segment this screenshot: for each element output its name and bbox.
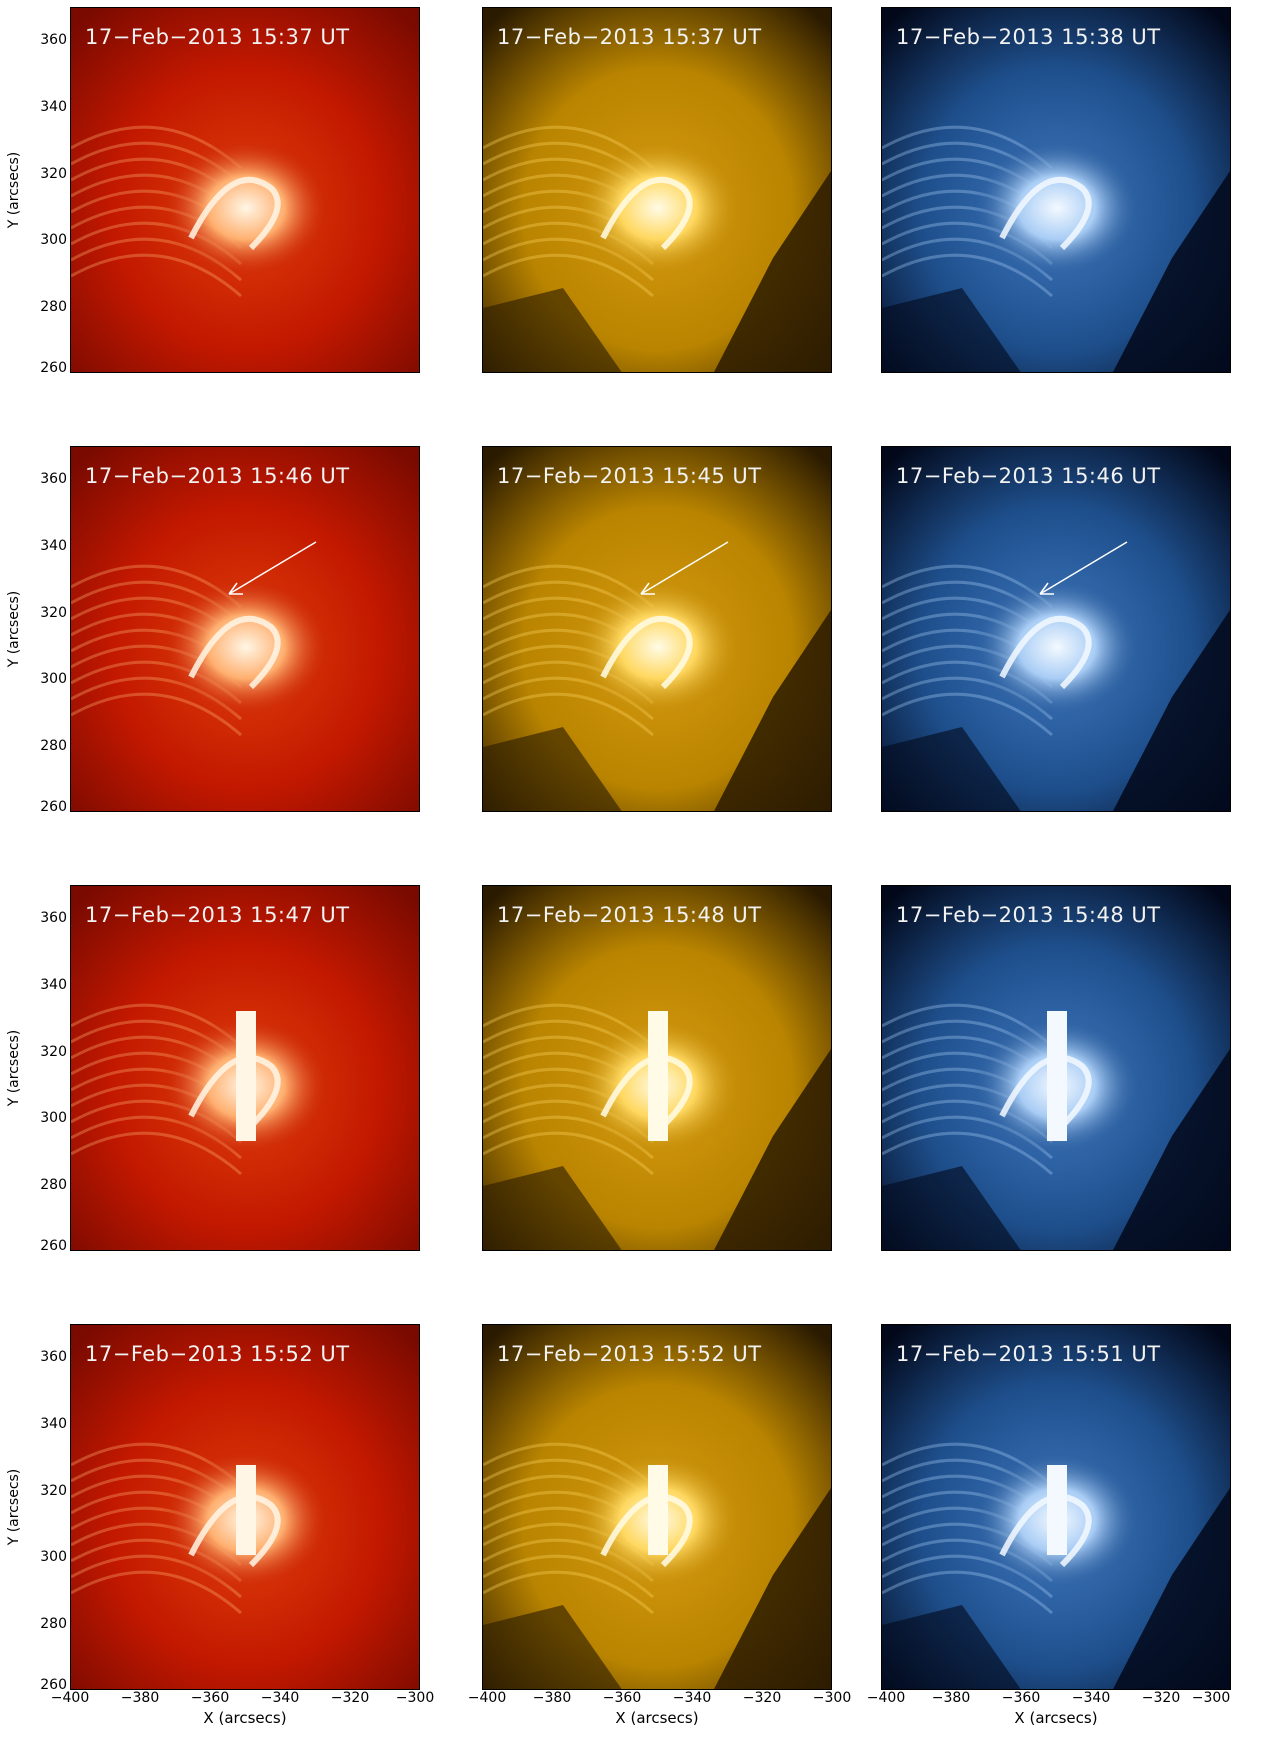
x-tick: −380 — [931, 1690, 971, 1706]
image-panel: 17−Feb−2013 15:37 UT — [70, 7, 420, 373]
y-tick: 340 — [40, 99, 67, 115]
solar-image — [882, 447, 1230, 811]
x-axis-col-3: −400 −380 −360 −340 −320 −300 X (arcsecs… — [867, 1690, 1231, 1737]
y-axis-row-4: 360 340 320 300 280 260 Y (arcsecs) — [0, 1324, 70, 1693]
x-axis-col-1: −400 −380 −360 −340 −320 −300 X (arcsecs… — [51, 1690, 434, 1737]
solar-image — [71, 8, 419, 372]
image-panel: 17−Feb−2013 15:48 UT — [881, 885, 1231, 1251]
timestamp-label: 17−Feb−2013 15:48 UT — [896, 903, 1161, 927]
y-tick: 280 — [40, 299, 67, 315]
solar-image — [71, 447, 419, 811]
y-tick: 280 — [40, 1177, 67, 1193]
image-panel: 17−Feb−2013 15:52 UT — [482, 1324, 832, 1690]
solar-image — [882, 1325, 1230, 1689]
image-panel: 17−Feb−2013 15:46 UT — [70, 446, 420, 812]
x-tick: −380 — [532, 1690, 572, 1706]
solar-image — [882, 886, 1230, 1250]
x-tick: −400 — [50, 1690, 90, 1706]
timestamp-label: 17−Feb−2013 15:51 UT — [896, 1342, 1161, 1366]
x-axis-label: X (arcsecs) — [203, 1709, 287, 1727]
image-panel: 17−Feb−2013 15:46 UT — [881, 446, 1231, 812]
y-tick: 360 — [40, 1349, 67, 1365]
y-tick: 300 — [40, 1110, 67, 1126]
image-panel: 17−Feb−2013 15:37 UT — [482, 7, 832, 373]
x-tick: −320 — [330, 1690, 370, 1706]
y-tick: 340 — [40, 1416, 67, 1432]
x-tick: −380 — [120, 1690, 160, 1706]
image-panel: 17−Feb−2013 15:38 UT — [881, 7, 1231, 373]
image-panel: 17−Feb−2013 15:45 UT — [482, 446, 832, 812]
timestamp-label: 17−Feb−2013 15:47 UT — [85, 903, 350, 927]
y-tick: 300 — [40, 671, 67, 687]
y-tick: 320 — [40, 166, 67, 182]
solar-image — [483, 8, 831, 372]
y-tick: 260 — [40, 1238, 67, 1254]
solar-image — [483, 447, 831, 811]
solar-image — [483, 1325, 831, 1689]
solar-image — [483, 886, 831, 1250]
image-panel: 17−Feb−2013 15:48 UT — [482, 885, 832, 1251]
y-tick: 320 — [40, 1483, 67, 1499]
timestamp-label: 17−Feb−2013 15:46 UT — [85, 464, 350, 488]
image-panel: 17−Feb−2013 15:51 UT — [881, 1324, 1231, 1690]
x-tick: −300 — [395, 1690, 435, 1706]
y-axis-row-2: 360 340 320 300 280 260 Y (arcsecs) — [0, 446, 70, 815]
solar-image — [71, 886, 419, 1250]
y-tick: 300 — [40, 1549, 67, 1565]
x-tick: −400 — [866, 1690, 906, 1706]
timestamp-label: 17−Feb−2013 15:37 UT — [85, 25, 350, 49]
y-axis-label: Y (arcsecs) — [6, 1468, 22, 1546]
timestamp-label: 17−Feb−2013 15:52 UT — [85, 1342, 350, 1366]
image-panel: 17−Feb−2013 15:52 UT — [70, 1324, 420, 1690]
y-tick: 360 — [40, 471, 67, 487]
x-tick: −320 — [742, 1690, 782, 1706]
y-tick: 260 — [40, 799, 67, 815]
x-tick: −340 — [1071, 1690, 1111, 1706]
x-tick: −360 — [190, 1690, 230, 1706]
x-tick: −300 — [1191, 1690, 1231, 1706]
y-tick: 340 — [40, 977, 67, 993]
x-tick: −340 — [260, 1690, 300, 1706]
y-tick: 260 — [40, 360, 67, 376]
timestamp-label: 17−Feb−2013 15:52 UT — [497, 1342, 762, 1366]
x-axis-label: X (arcsecs) — [615, 1709, 699, 1727]
image-panel: 17−Feb−2013 15:47 UT — [70, 885, 420, 1251]
timestamp-label: 17−Feb−2013 15:38 UT — [896, 25, 1161, 49]
solar-image — [882, 8, 1230, 372]
y-axis-label: Y (arcsecs) — [6, 590, 22, 668]
y-axis-row-1: 360 340 320 300 280 260 Y (arcsecs) — [0, 7, 70, 376]
y-tick: 320 — [40, 605, 67, 621]
y-axis-label: Y (arcsecs) — [6, 1029, 22, 1107]
x-tick: −300 — [812, 1690, 852, 1706]
x-tick: −400 — [467, 1690, 507, 1706]
x-axis-label: X (arcsecs) — [1014, 1709, 1098, 1727]
solar-image — [71, 1325, 419, 1689]
x-tick: −320 — [1141, 1690, 1181, 1706]
x-tick: −360 — [1001, 1690, 1041, 1706]
y-axis-row-3: 360 340 320 300 280 260 Y (arcsecs) — [0, 885, 70, 1254]
timestamp-label: 17−Feb−2013 15:37 UT — [497, 25, 762, 49]
y-tick: 300 — [40, 232, 67, 248]
timestamp-label: 17−Feb−2013 15:45 UT — [497, 464, 762, 488]
x-tick: −340 — [672, 1690, 712, 1706]
y-tick: 320 — [40, 1044, 67, 1060]
y-tick: 280 — [40, 738, 67, 754]
y-tick: 260 — [40, 1677, 67, 1693]
timestamp-label: 17−Feb−2013 15:46 UT — [896, 464, 1161, 488]
y-tick: 280 — [40, 1616, 67, 1632]
x-tick: −360 — [602, 1690, 642, 1706]
y-tick: 360 — [40, 910, 67, 926]
x-axis-col-2: −400 −380 −360 −340 −320 −300 X (arcsecs… — [468, 1690, 851, 1737]
timestamp-label: 17−Feb−2013 15:48 UT — [497, 903, 762, 927]
y-tick: 360 — [40, 32, 67, 48]
y-axis-label: Y (arcsecs) — [6, 151, 22, 229]
y-tick: 340 — [40, 538, 67, 554]
